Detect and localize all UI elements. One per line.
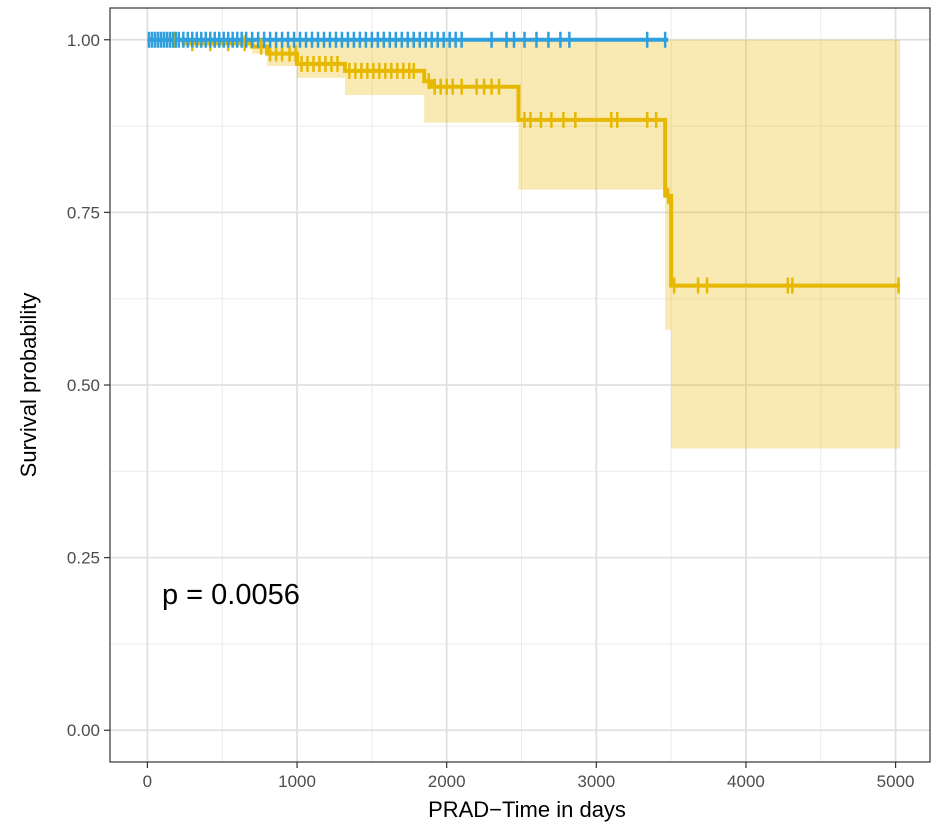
x-tick-label: 1000: [278, 772, 316, 791]
ci-band-1: [518, 39, 666, 190]
x-axis-title: PRAD−Time in days: [428, 797, 626, 822]
confidence-bands: [183, 39, 901, 449]
y-tick-label: 0.00: [67, 721, 100, 740]
axis-ticks: [104, 39, 897, 768]
ci-band-1: [671, 39, 901, 449]
x-tick-label: 4000: [727, 772, 765, 791]
ci-band-1: [665, 39, 672, 330]
x-tick-label: 3000: [577, 772, 615, 791]
x-tick-label: 5000: [877, 772, 915, 791]
y-tick-label: 0.25: [67, 549, 100, 568]
y-tick-label: 0.75: [67, 203, 100, 222]
ci-band-1: [424, 39, 519, 123]
y-tick-labels: 0.00 0.25 0.50 0.75 1.00: [67, 31, 100, 740]
p-value-annotation: p = 0.0056: [162, 579, 300, 611]
grid-major: [110, 8, 930, 762]
x-tick-labels: 0 1000 2000 3000 4000 5000: [143, 772, 915, 791]
x-tick-label: 2000: [428, 772, 466, 791]
censor-marks: [147, 31, 900, 294]
y-tick-label: 1.00: [67, 31, 100, 50]
y-axis-title: Survival probability: [16, 293, 41, 478]
x-tick-label: 0: [143, 772, 152, 791]
y-tick-label: 0.50: [67, 376, 100, 395]
